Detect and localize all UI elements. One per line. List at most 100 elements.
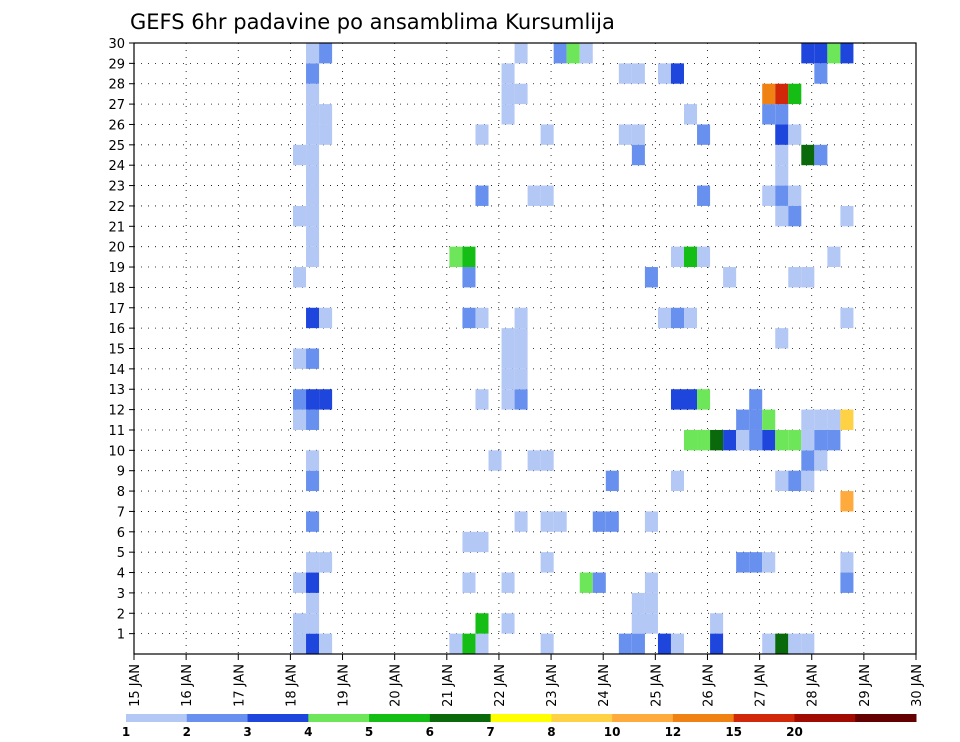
heatmap-cell <box>462 246 476 268</box>
heatmap-cell <box>801 450 815 471</box>
y-tick-label: 9 <box>117 465 125 480</box>
heatmap-cell <box>723 429 737 451</box>
x-tick-label: 26 JAN <box>701 664 716 707</box>
heatmap-cell <box>827 409 841 430</box>
heatmap-cell <box>775 429 789 451</box>
legend-label: 6 <box>426 725 434 739</box>
heatmap-cell <box>697 246 711 268</box>
heatmap-cell <box>670 389 685 410</box>
heatmap-cell <box>306 124 320 145</box>
heatmap-cell <box>306 165 320 186</box>
y-tick-label: 27 <box>108 98 125 113</box>
x-tick-label: 28 JAN <box>806 664 821 707</box>
x-tick-label: 22 JAN <box>493 664 508 707</box>
heatmap-cell <box>462 267 476 288</box>
heatmap-cell <box>579 572 593 593</box>
y-tick-label: 10 <box>108 444 125 459</box>
y-tick-label: 21 <box>108 220 125 235</box>
heatmap-cell <box>306 572 320 593</box>
heatmap-cell <box>540 450 554 471</box>
heatmap-cell <box>631 592 645 614</box>
heatmap-cell <box>697 124 711 145</box>
legend-swatch <box>490 714 552 722</box>
legend-swatch <box>186 714 249 722</box>
heatmap-cell <box>723 267 737 288</box>
heatmap-cell <box>501 613 515 634</box>
heatmap-cell <box>618 633 632 654</box>
y-tick-label: 11 <box>108 424 125 439</box>
heatmap-cell <box>762 83 776 105</box>
heatmap-cell <box>684 307 698 329</box>
heatmap-cell <box>306 348 320 369</box>
heatmap-cell <box>501 63 515 84</box>
x-tick-label: 24 JAN <box>597 664 612 707</box>
heatmap-cell <box>306 613 320 634</box>
x-tick-label: 30 JAN <box>910 664 925 707</box>
heatmap-cell <box>514 511 528 532</box>
x-axis-ticks: 15 JAN 16 JAN 17 JAN 18 JAN 19 JAN 20 JAN 21 J… <box>128 654 925 707</box>
heatmap-cell <box>814 43 828 64</box>
heatmap-cell <box>775 205 789 227</box>
heatmap-cell <box>475 124 489 145</box>
heatmap-cell <box>670 246 685 268</box>
heatmap-cell <box>293 409 307 430</box>
heatmap-cell <box>514 83 528 105</box>
heatmap-cell <box>697 389 711 410</box>
heatmap-cell <box>775 185 789 206</box>
heatmap-cell <box>644 511 658 532</box>
heatmap-cell <box>788 470 802 492</box>
heatmap-cell <box>293 205 307 227</box>
x-tick-label: 27 JAN <box>754 664 769 707</box>
heatmap-cell <box>306 205 320 227</box>
heatmap-cell <box>788 267 802 288</box>
heatmap-cell <box>684 246 698 268</box>
heatmap-cell <box>319 389 333 410</box>
heatmap-cell <box>501 368 515 390</box>
legend-swatch <box>308 714 370 722</box>
heatmap-cell <box>540 552 554 573</box>
heatmap-cell <box>306 185 320 206</box>
legend-label: 10 <box>604 725 621 739</box>
x-tick-label: 21 JAN <box>441 664 456 707</box>
heatmap-cell <box>710 633 724 654</box>
heatmap-cell <box>814 429 828 451</box>
heatmap-cell <box>514 328 528 349</box>
heatmap-cell <box>540 633 554 654</box>
y-tick-label: 29 <box>108 57 125 72</box>
heatmap-cell <box>293 389 307 410</box>
heatmap-cell <box>684 104 698 125</box>
y-tick-label: 1 <box>117 628 125 643</box>
heatmap-cell <box>553 43 567 64</box>
heatmap-cell <box>293 633 307 654</box>
heatmap-cell <box>514 389 528 410</box>
heatmap-cell <box>762 429 776 451</box>
y-tick-label: 17 <box>108 302 125 317</box>
heatmap-cell <box>814 450 828 471</box>
heatmap-cell <box>475 185 489 206</box>
heatmap-cell <box>475 613 489 634</box>
heatmap-cell <box>306 307 320 329</box>
heatmap-cell <box>566 43 580 64</box>
heatmap-cell <box>840 572 854 593</box>
heatmap-cell <box>670 633 685 654</box>
heatmap-cell <box>788 124 802 145</box>
heatmap-cell <box>306 470 320 492</box>
y-tick-label: 25 <box>108 139 125 154</box>
heatmap-cell <box>579 43 593 64</box>
y-tick-label: 26 <box>108 118 125 133</box>
heatmap-cell <box>814 409 828 430</box>
heatmap-cell <box>514 348 528 369</box>
heatmap-cell <box>306 409 320 430</box>
heatmap-cell <box>775 165 789 186</box>
heatmap-cell <box>644 572 658 593</box>
heatmap-cell <box>605 470 619 492</box>
heatmap-cell <box>788 429 802 451</box>
heatmap-cell <box>840 307 854 329</box>
heatmap-cell <box>631 144 645 166</box>
heatmap-cell <box>293 613 307 634</box>
heatmap-cell <box>814 144 828 166</box>
chart-title: GEFS 6hr padavine po ansamblima Kursumli… <box>130 10 615 34</box>
x-tick-label: 16 JAN <box>180 664 195 707</box>
heatmap-cell <box>684 429 698 451</box>
heatmap-cell <box>293 144 307 166</box>
